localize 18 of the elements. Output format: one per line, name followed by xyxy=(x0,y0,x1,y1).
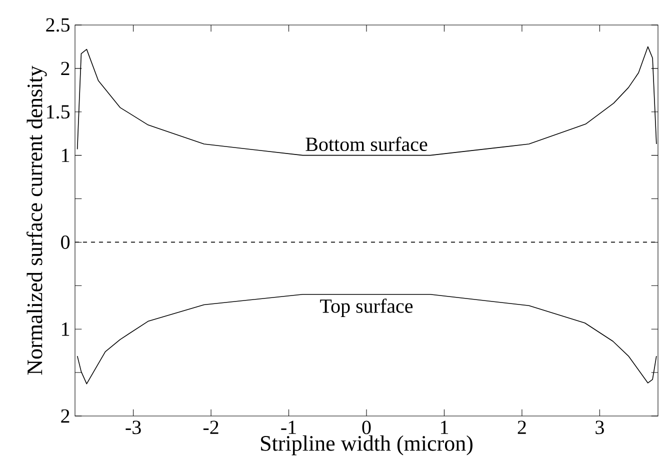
x-tick-label: 2 xyxy=(518,420,526,434)
x-axis-title: Stripline width (micron) xyxy=(261,435,472,456)
annotation: Bottom surface xyxy=(306,136,428,152)
y-tick-label: 1 xyxy=(62,322,70,336)
x-tick-label: 0 xyxy=(362,420,371,434)
y-tick-label: 2 xyxy=(61,62,70,76)
y-tick-label: 1.5 xyxy=(47,105,70,119)
y-axis-title: Normalized surface current density xyxy=(26,66,47,375)
x-tick-label: -1 xyxy=(281,420,296,434)
x-tick-label: 3 xyxy=(596,420,604,434)
y-tick-label: 2.5 xyxy=(46,18,70,32)
x-tick-label: -3 xyxy=(126,420,141,434)
y-tick-label: 1 xyxy=(62,148,70,162)
y-tick-label: 0 xyxy=(61,235,70,249)
x-tick-label: -2 xyxy=(203,420,218,434)
y-tick-label: 2 xyxy=(61,409,70,423)
x-tick-label: 1 xyxy=(440,420,448,434)
annotation: Top surface xyxy=(320,298,413,317)
